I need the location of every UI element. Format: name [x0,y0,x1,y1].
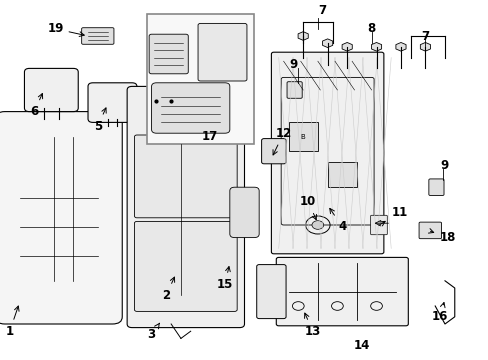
FancyBboxPatch shape [276,257,407,326]
FancyBboxPatch shape [149,34,188,74]
FancyBboxPatch shape [327,162,356,187]
FancyBboxPatch shape [271,52,383,254]
Text: B: B [300,134,305,140]
FancyBboxPatch shape [24,68,78,112]
Text: 13: 13 [304,313,321,338]
Text: 2: 2 [162,277,174,302]
FancyBboxPatch shape [261,139,285,164]
Text: 8: 8 [367,22,375,35]
FancyBboxPatch shape [127,86,244,328]
Text: 12: 12 [272,127,291,155]
Text: 3: 3 [147,323,159,341]
Text: 15: 15 [216,266,233,291]
FancyBboxPatch shape [418,222,441,239]
FancyBboxPatch shape [88,83,137,122]
FancyBboxPatch shape [256,265,285,319]
Text: 5: 5 [94,108,106,132]
FancyBboxPatch shape [81,28,114,44]
Text: 9: 9 [289,58,297,71]
FancyBboxPatch shape [229,187,259,238]
Text: 11: 11 [378,206,407,226]
Text: 17: 17 [202,130,218,143]
Text: 14: 14 [353,339,369,352]
FancyBboxPatch shape [286,82,302,98]
Text: 10: 10 [299,195,316,220]
FancyBboxPatch shape [134,221,237,311]
Text: 1: 1 [6,306,19,338]
FancyBboxPatch shape [146,14,254,144]
Text: 4: 4 [329,208,346,233]
FancyBboxPatch shape [198,23,246,81]
FancyBboxPatch shape [151,83,229,133]
Text: 9: 9 [440,159,448,172]
Text: 7: 7 [318,4,326,17]
FancyBboxPatch shape [0,112,122,324]
Text: 18: 18 [427,229,455,244]
FancyBboxPatch shape [288,122,317,151]
Text: 16: 16 [431,302,447,323]
Text: 19: 19 [47,22,84,36]
Text: 6: 6 [30,94,42,118]
FancyBboxPatch shape [428,179,443,195]
FancyBboxPatch shape [370,215,386,235]
Circle shape [311,221,323,229]
Text: 7: 7 [421,30,428,42]
FancyBboxPatch shape [134,135,237,218]
